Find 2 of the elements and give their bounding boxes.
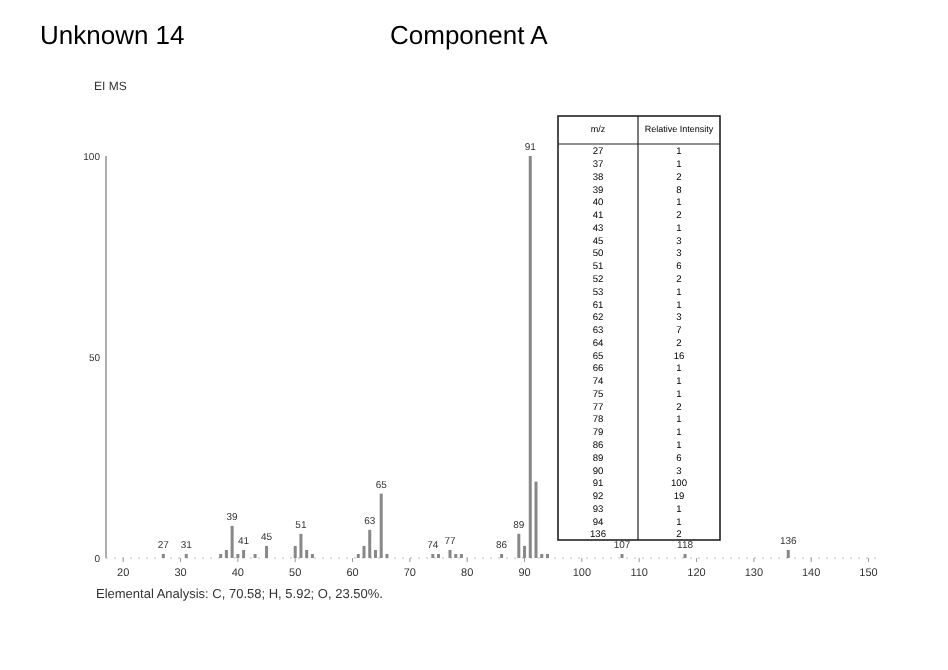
chart-subtitle: Unknown 14	[40, 20, 185, 50]
chart-title: Component A	[390, 20, 549, 50]
